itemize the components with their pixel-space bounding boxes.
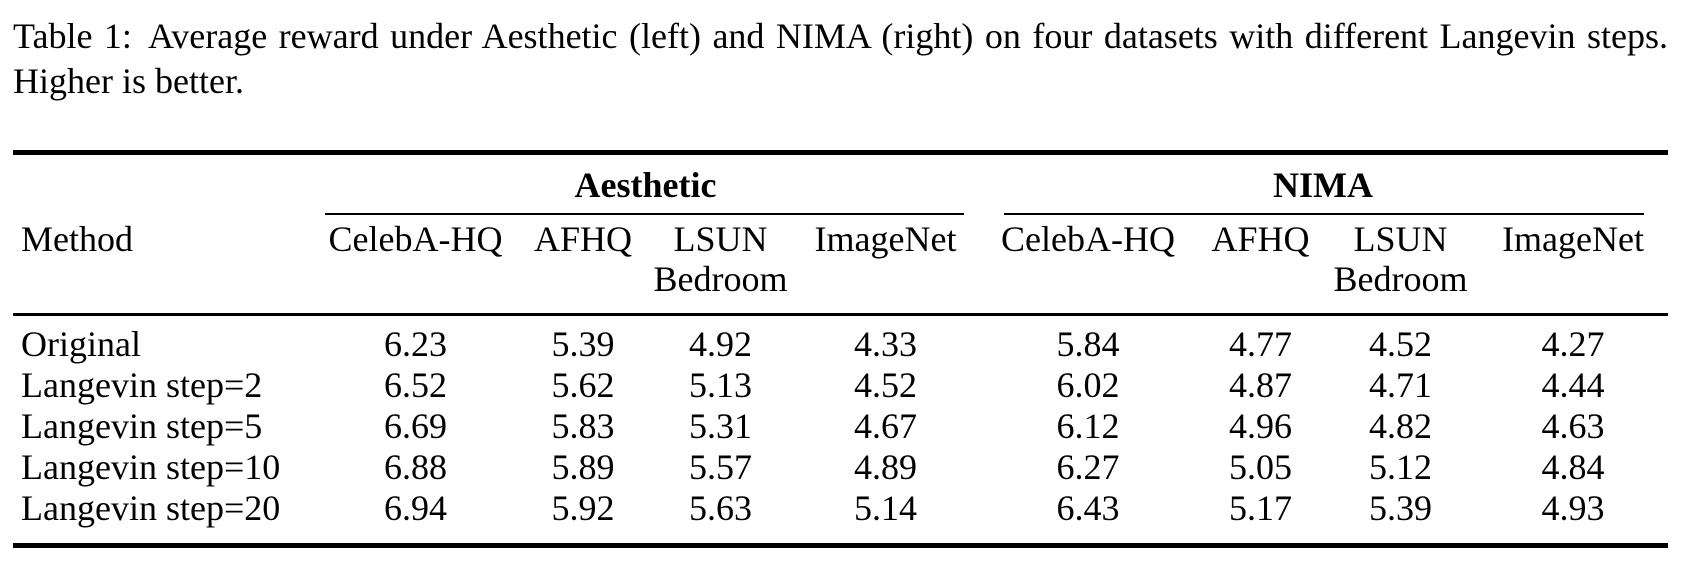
value-cell: 5.89 xyxy=(551,447,615,487)
value-cell: 6.12 xyxy=(1056,406,1120,446)
value-cell: 4.33 xyxy=(854,324,917,364)
group-header-nima: NIMA xyxy=(978,153,1668,216)
value-cell: 6.43 xyxy=(1056,488,1120,528)
value-cell: 4.89 xyxy=(854,447,917,487)
table-body: Original 6.23 5.39 4.92 4.33 5.84 4.77 4… xyxy=(13,315,1668,546)
value-cell: 4.77 xyxy=(1229,324,1293,364)
value-cell: 4.96 xyxy=(1229,406,1293,446)
value-cell: 4.67 xyxy=(854,406,917,446)
value-cell: 4.52 xyxy=(854,365,917,405)
value-cell: 5.92 xyxy=(551,488,615,528)
table-caption-label: Table 1: xyxy=(13,16,132,56)
table-row-langevin-step-10: Langevin step=10 6.88 5.89 5.57 4.89 6.2… xyxy=(13,447,1668,488)
method-cell: Langevin step=5 xyxy=(21,406,263,446)
column-header-nima-imagenet: ImageNet xyxy=(1478,215,1669,316)
value-cell: 6.69 xyxy=(384,406,447,446)
column-header-aesthetic-afhq: AFHQ xyxy=(518,215,648,316)
method-cell: Original xyxy=(21,324,141,364)
value-cell: 5.39 xyxy=(551,324,615,364)
column-header-nima-lsun-bedroom: LSUN Bedroom xyxy=(1323,215,1479,316)
results-table: Aesthetic NIMA Method CelebA-HQ AFHQ LSU… xyxy=(13,150,1669,548)
table-caption: Table 1: Average reward under Aesthetic (… xyxy=(13,14,1668,104)
value-cell: 4.52 xyxy=(1369,324,1433,364)
value-cell: 5.83 xyxy=(551,406,615,446)
value-cell: 4.44 xyxy=(1541,365,1605,405)
method-column-spacer xyxy=(13,153,313,216)
value-cell: 4.93 xyxy=(1541,488,1605,528)
value-cell: 4.92 xyxy=(689,324,752,364)
value-cell: 5.62 xyxy=(551,365,615,405)
value-cell: 5.17 xyxy=(1229,488,1293,528)
value-cell: 4.27 xyxy=(1541,324,1605,364)
group-header-row: Aesthetic NIMA xyxy=(13,153,1668,216)
value-cell: 5.13 xyxy=(689,365,752,405)
value-cell: 4.82 xyxy=(1369,406,1433,446)
group-label-nima: NIMA xyxy=(1273,165,1374,205)
value-cell: 5.39 xyxy=(1369,488,1433,528)
table-row-original: Original 6.23 5.39 4.92 4.33 5.84 4.77 4… xyxy=(13,315,1668,366)
column-header-method: Method xyxy=(13,215,313,316)
value-cell: 5.12 xyxy=(1369,447,1433,487)
table-caption-text: Average reward under Aesthetic (left) an… xyxy=(13,16,1668,101)
table-row-langevin-step-2: Langevin step=2 6.52 5.62 5.13 4.52 6.02… xyxy=(13,365,1668,406)
value-cell: 6.88 xyxy=(384,447,447,487)
group-header-aesthetic: Aesthetic xyxy=(313,153,978,216)
value-cell: 5.14 xyxy=(854,488,917,528)
method-cell: Langevin step=2 xyxy=(21,365,263,405)
table-head: Aesthetic NIMA Method CelebA-HQ AFHQ LSU… xyxy=(13,153,1669,316)
method-cell: Langevin step=10 xyxy=(21,447,281,487)
column-header-aesthetic-lsun-bedroom: LSUN Bedroom xyxy=(648,215,793,316)
column-header-nima-afhq: AFHQ xyxy=(1198,215,1324,316)
value-cell: 6.23 xyxy=(384,324,447,364)
value-cell: 6.94 xyxy=(384,488,447,528)
column-header-aesthetic-celebahq: CelebA-HQ xyxy=(313,215,518,316)
value-cell: 6.27 xyxy=(1056,447,1120,487)
table-row-langevin-step-20: Langevin step=20 6.94 5.92 5.63 5.14 6.4… xyxy=(13,488,1668,546)
value-cell: 5.57 xyxy=(689,447,752,487)
value-cell: 5.05 xyxy=(1229,447,1293,487)
value-cell: 4.71 xyxy=(1369,365,1433,405)
value-cell: 6.02 xyxy=(1056,365,1120,405)
value-cell: 6.52 xyxy=(384,365,447,405)
value-cell: 5.63 xyxy=(689,488,752,528)
value-cell: 5.31 xyxy=(689,406,752,446)
paper-page: Table 1: Average reward under Aesthetic (… xyxy=(0,14,1681,578)
value-cell: 4.63 xyxy=(1541,406,1605,446)
value-cell: 5.84 xyxy=(1056,324,1120,364)
column-header-aesthetic-imagenet: ImageNet xyxy=(793,215,979,316)
value-cell: 4.87 xyxy=(1229,365,1293,405)
group-label-aesthetic: Aesthetic xyxy=(574,165,717,205)
method-cell: Langevin step=20 xyxy=(21,488,281,528)
value-cell: 4.84 xyxy=(1541,447,1605,487)
column-header-nima-celebahq: CelebA-HQ xyxy=(978,215,1199,316)
table-row-langevin-step-5: Langevin step=5 6.69 5.83 5.31 4.67 6.12… xyxy=(13,406,1668,447)
column-header-row: Method CelebA-HQ AFHQ LSUN Bedroom Image… xyxy=(13,215,1669,316)
